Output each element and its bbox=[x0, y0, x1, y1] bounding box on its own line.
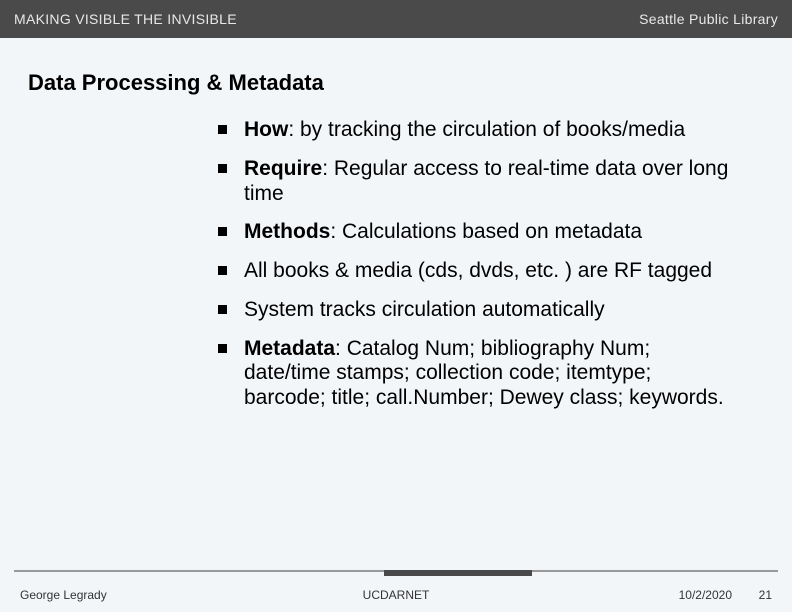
bullet-text: : by tracking the circulation of books/m… bbox=[288, 118, 685, 141]
bullet-item: Metadata: Catalog Num; bibliography Num;… bbox=[218, 337, 734, 411]
footer-page: 21 bbox=[759, 588, 772, 602]
bullet-text: System tracks circulation automatically bbox=[244, 298, 605, 321]
bullet-item: System tracks circulation automatically bbox=[218, 298, 734, 323]
bullet-lead: Metadata bbox=[244, 337, 335, 360]
footer-center: UCDARNET bbox=[363, 588, 430, 602]
bullet-item: All books & media (cds, dvds, etc. ) are… bbox=[218, 259, 734, 284]
bullet-text: : Calculations based on metadata bbox=[330, 220, 642, 243]
bullet-lead: Require bbox=[244, 157, 322, 180]
bullet-item: How: by tracking the circulation of book… bbox=[218, 118, 734, 143]
slide-content: Data Processing & Metadata How: by track… bbox=[0, 38, 792, 411]
bullet-list: How: by tracking the circulation of book… bbox=[28, 118, 764, 411]
header-right: Seattle Public Library bbox=[639, 11, 778, 27]
footer-divider bbox=[14, 570, 778, 576]
bullet-text: All books & media (cds, dvds, etc. ) are… bbox=[244, 259, 712, 282]
slide-title: Data Processing & Metadata bbox=[28, 70, 764, 96]
header-left: MAKING VISIBLE THE INVISIBLE bbox=[14, 11, 237, 27]
bullet-item: Require: Regular access to real-time dat… bbox=[218, 157, 734, 207]
footer-date: 10/2/2020 bbox=[679, 588, 732, 602]
bullet-lead: How bbox=[244, 118, 288, 141]
bullet-lead: Methods bbox=[244, 220, 330, 243]
slide-footer: George Legrady UCDARNET 10/2/2020 21 bbox=[0, 570, 792, 612]
bullet-item: Methods: Calculations based on metadata bbox=[218, 220, 734, 245]
footer-author: George Legrady bbox=[20, 588, 107, 602]
slide-header: MAKING VISIBLE THE INVISIBLE Seattle Pub… bbox=[0, 0, 792, 38]
